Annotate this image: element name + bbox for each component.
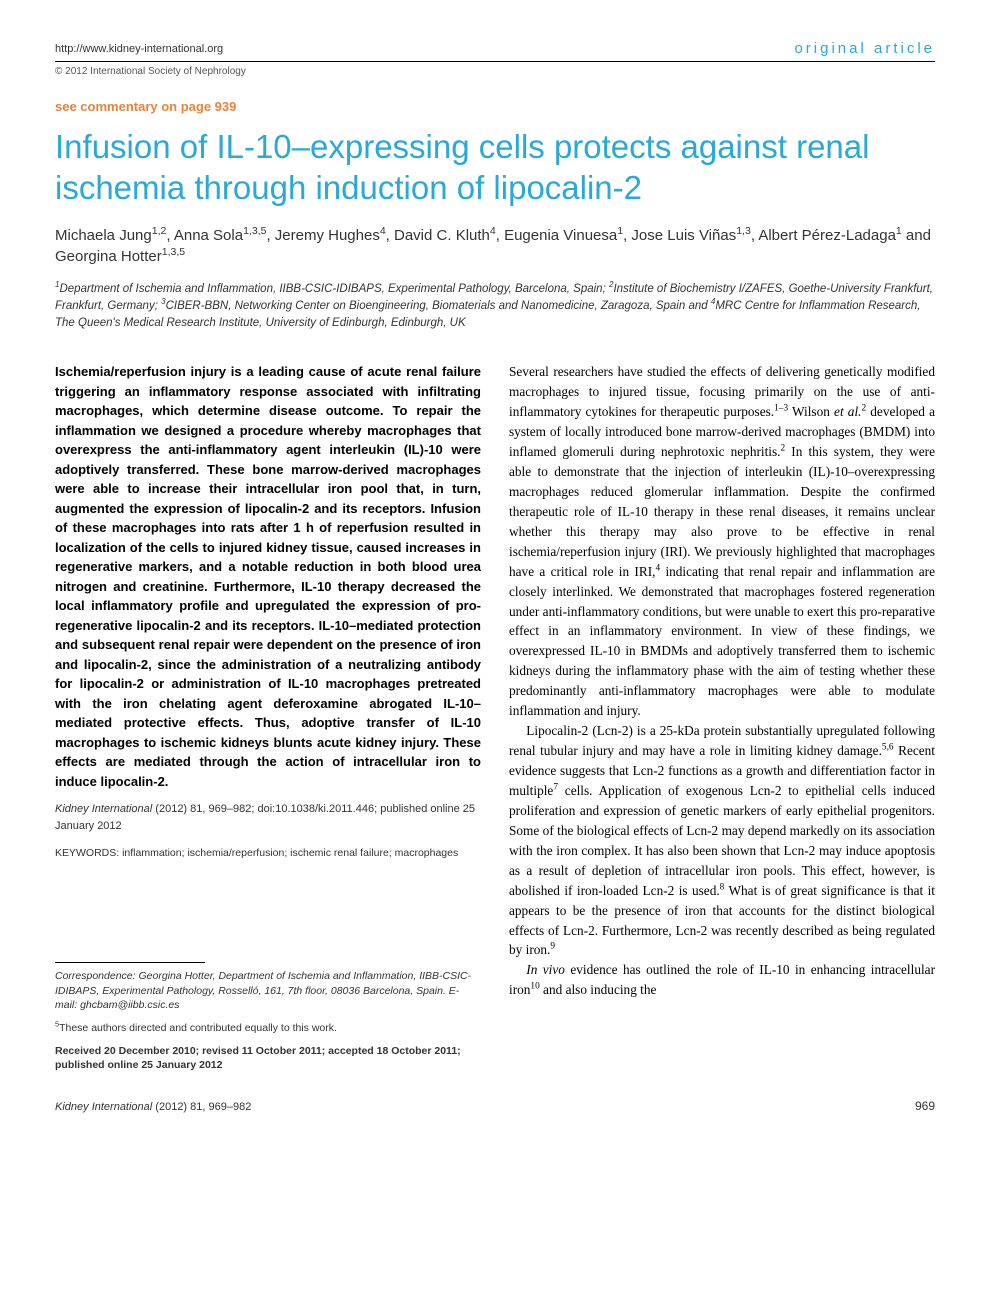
article-type: original article [794,40,935,57]
right-column: Several researchers have studied the eff… [509,362,935,1073]
header-bar: http://www.kidney-international.org orig… [55,40,935,62]
body-paragraph-1: Several researchers have studied the eff… [509,362,935,721]
copyright: © 2012 International Society of Nephrolo… [55,66,935,77]
footer-journal: Kidney International [55,1101,152,1113]
footer-issue: (2012) 81, 969–982 [155,1101,251,1113]
keywords: KEYWORDS: inflammation; ischemia/reperfu… [55,846,481,862]
citation-year-vol: (2012) 81, [155,803,205,815]
citation: Kidney International (2012) 81, 969–982;… [55,801,481,834]
article-dates: Received 20 December 2010; revised 11 Oc… [55,1044,481,1073]
citation-pages: 969–982; [209,803,255,815]
page-number: 969 [915,1099,935,1113]
correspondence: Correspondence: Georgina Hotter, Departm… [55,969,481,1013]
body-paragraph-3: In vivo evidence has outlined the role o… [509,960,935,1000]
left-column: Ischemia/reperfusion injury is a leading… [55,362,481,1073]
commentary-link[interactable]: see commentary on page 939 [55,99,935,114]
article-title: Infusion of IL-10–expressing cells prote… [55,126,935,209]
body-paragraph-2: Lipocalin-2 (Lcn-2) is a 25-kDa protein … [509,721,935,960]
citation-journal: Kidney International [55,803,152,815]
page-footer: Kidney International (2012) 81, 969–982 … [55,1099,935,1113]
contribution-note: 5These authors directed and contributed … [55,1021,481,1036]
authors: Michaela Jung1,2, Anna Sola1,3,5, Jeremy… [55,225,935,267]
abstract: Ischemia/reperfusion injury is a leading… [55,362,481,791]
divider [55,962,205,963]
journal-url[interactable]: http://www.kidney-international.org [55,43,223,55]
footer-citation: Kidney International (2012) 81, 969–982 [55,1101,251,1113]
left-footer-block: Correspondence: Georgina Hotter, Departm… [55,962,481,1073]
citation-doi: doi:10.1038/ki.2011.446; [257,803,377,815]
affiliations: 1Department of Ischemia and Inflammation… [55,281,935,333]
content-columns: Ischemia/reperfusion injury is a leading… [55,362,935,1073]
